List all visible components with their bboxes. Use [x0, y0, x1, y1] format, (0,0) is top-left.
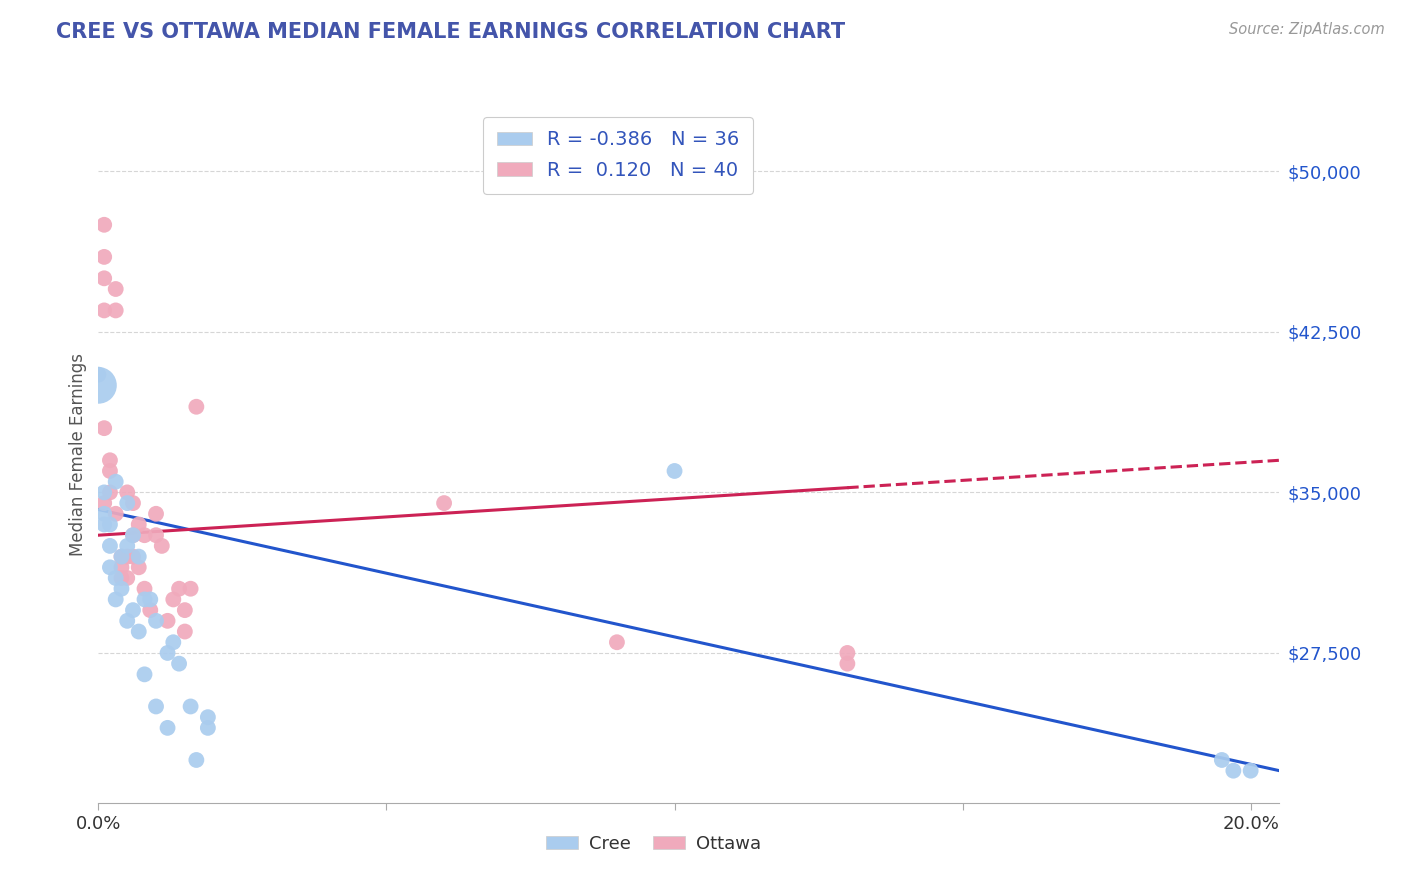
Point: [115, 549, 138, 564]
Point: [104, 475, 127, 489]
Point: [1211, 753, 1233, 767]
Point: [180, 699, 202, 714]
Point: [145, 507, 167, 521]
Point: [150, 539, 173, 553]
Point: [98, 560, 121, 574]
Point: [122, 603, 145, 617]
Point: [145, 699, 167, 714]
Point: [110, 560, 132, 574]
Point: [162, 592, 184, 607]
Point: [122, 528, 145, 542]
Point: [186, 753, 208, 767]
Point: [93, 496, 115, 510]
Point: [115, 485, 138, 500]
Point: [110, 582, 132, 596]
Point: [128, 549, 150, 564]
Point: [145, 614, 167, 628]
Point: [173, 624, 195, 639]
Point: [664, 464, 686, 478]
Point: [128, 560, 150, 574]
Point: [98, 539, 121, 553]
Point: [145, 528, 167, 542]
Point: [156, 614, 179, 628]
Point: [104, 592, 127, 607]
Point: [128, 517, 150, 532]
Point: [98, 485, 121, 500]
Point: [115, 539, 138, 553]
Point: [122, 528, 145, 542]
Point: [837, 646, 859, 660]
Point: [156, 646, 179, 660]
Text: Source: ZipAtlas.com: Source: ZipAtlas.com: [1229, 22, 1385, 37]
Point: [433, 496, 456, 510]
Point: [134, 592, 156, 607]
Point: [162, 635, 184, 649]
Point: [104, 507, 127, 521]
Point: [87, 368, 110, 382]
Point: [139, 603, 162, 617]
Point: [180, 582, 202, 596]
Point: [93, 507, 115, 521]
Text: CREE VS OTTAWA MEDIAN FEMALE EARNINGS CORRELATION CHART: CREE VS OTTAWA MEDIAN FEMALE EARNINGS CO…: [56, 22, 845, 42]
Point: [115, 496, 138, 510]
Point: [837, 657, 859, 671]
Point: [186, 400, 208, 414]
Point: [167, 582, 190, 596]
Point: [134, 582, 156, 596]
Point: [115, 614, 138, 628]
Point: [87, 378, 110, 392]
Point: [110, 549, 132, 564]
Y-axis label: Median Female Earnings: Median Female Earnings: [69, 353, 87, 557]
Point: [110, 571, 132, 585]
Point: [128, 624, 150, 639]
Point: [93, 485, 115, 500]
Point: [134, 528, 156, 542]
Point: [1240, 764, 1263, 778]
Point: [1222, 764, 1244, 778]
Point: [98, 517, 121, 532]
Point: [197, 721, 219, 735]
Point: [197, 710, 219, 724]
Point: [134, 667, 156, 681]
Point: [115, 571, 138, 585]
Point: [98, 453, 121, 467]
Point: [173, 603, 195, 617]
Point: [122, 496, 145, 510]
Point: [93, 271, 115, 285]
Point: [93, 517, 115, 532]
Legend: Cree, Ottawa: Cree, Ottawa: [538, 828, 769, 860]
Point: [93, 218, 115, 232]
Point: [93, 303, 115, 318]
Point: [98, 464, 121, 478]
Point: [156, 721, 179, 735]
Point: [110, 549, 132, 564]
Point: [104, 282, 127, 296]
Point: [139, 592, 162, 607]
Point: [104, 303, 127, 318]
Point: [93, 421, 115, 435]
Point: [167, 657, 190, 671]
Point: [122, 549, 145, 564]
Point: [606, 635, 628, 649]
Point: [93, 250, 115, 264]
Point: [104, 571, 127, 585]
